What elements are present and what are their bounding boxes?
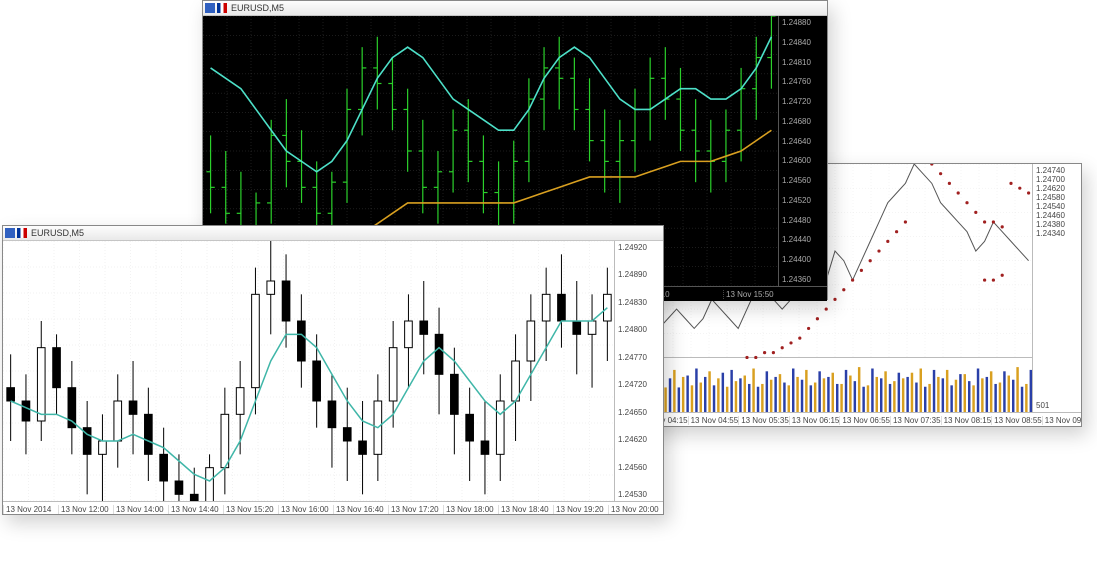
- y-tick: 1.24890: [615, 270, 663, 279]
- y-tick: 1.24440: [779, 235, 827, 244]
- y-tick: 1.24840: [779, 38, 827, 47]
- y-tick: 1.24580: [1033, 193, 1081, 202]
- y-tick: 1.24340: [1033, 229, 1081, 238]
- title-bar[interactable]: EURUSD,M5: [203, 1, 827, 16]
- app-icon: [205, 3, 215, 13]
- indicator-y-label: 501: [1033, 401, 1081, 410]
- chart-body[interactable]: 1.24920 1.24890 1.24830 1.24800 1.24770 1.247…: [3, 241, 663, 501]
- flag-icon: [217, 3, 227, 13]
- x-axis: 13 Nov 201413 Nov 12:0013 Nov 14:0013 No…: [3, 501, 663, 516]
- x-tick: 13 Nov 14:40: [168, 505, 223, 514]
- y-tick: 1.24920: [615, 243, 663, 252]
- chart-white-panel: EURUSD,M5 1.249201.248901.248301.248001.…: [2, 225, 664, 515]
- y-tick: 1.24720: [779, 97, 827, 106]
- x-tick: 13 Nov 18:00: [443, 505, 498, 514]
- x-tick: 13 Nov 06:15: [789, 416, 840, 425]
- y-tick: 1.24480: [779, 216, 827, 225]
- y-tick: 1.24770: [615, 353, 663, 362]
- x-tick: 13 Nov 18:40: [498, 505, 553, 514]
- y-tick: 1.24560: [615, 463, 663, 472]
- x-tick: 13 Nov 04:55: [688, 416, 739, 425]
- y-tick: 1.24540: [1033, 202, 1081, 211]
- x-tick: 13 Nov 09:35: [1042, 416, 1081, 425]
- chart-title: EURUSD,M5: [31, 228, 84, 238]
- y-tick: 1.24700: [1033, 175, 1081, 184]
- x-tick: 13 Nov 15:50: [723, 290, 827, 299]
- y-tick: 1.24810: [779, 58, 827, 67]
- x-tick: 13 Nov 12:00: [58, 505, 113, 514]
- y-tick: 1.24600: [779, 156, 827, 165]
- x-tick: 13 Nov 15:20: [223, 505, 278, 514]
- x-tick: 13 Nov 2014: [3, 505, 58, 514]
- y-tick: 1.24680: [779, 117, 827, 126]
- x-tick: 13 Nov 16:00: [278, 505, 333, 514]
- flag-icon: [17, 228, 27, 238]
- app-icon: [5, 228, 15, 238]
- title-bar[interactable]: EURUSD,M5: [3, 226, 663, 241]
- y-tick: 1.24640: [779, 137, 827, 146]
- x-tick: 13 Nov 20:00: [608, 505, 663, 514]
- y-tick: 1.24620: [615, 435, 663, 444]
- y-axis: 1.24920 1.24890 1.24830 1.24800 1.24770 1.247…: [614, 241, 663, 501]
- chart-plot-white[interactable]: [3, 241, 615, 501]
- y-tick: 1.24380: [1033, 220, 1081, 229]
- x-tick: 13 Nov 08:15: [941, 416, 992, 425]
- y-tick: 1.24720: [615, 380, 663, 389]
- y-axis: 1.247401.247001.246201.245801.245401.244…: [1032, 164, 1081, 412]
- y-tick: 1.24400: [779, 255, 827, 264]
- y-tick: 1.24800: [615, 325, 663, 334]
- y-tick: 1.24520: [779, 196, 827, 205]
- x-tick: 13 Nov 05:35: [738, 416, 789, 425]
- x-tick: 13 Nov 19:20: [553, 505, 608, 514]
- y-axis: 1.24880 1.24840 1.24810 1.24760 1.24720 1.246…: [778, 16, 827, 286]
- y-tick: 1.24360: [779, 275, 827, 284]
- y-tick: 1.24650: [615, 408, 663, 417]
- y-tick: 1.24740: [1033, 166, 1081, 175]
- y-tick: 1.24620: [1033, 184, 1081, 193]
- chart-title: EURUSD,M5: [231, 3, 284, 13]
- y-tick: 1.24460: [1033, 211, 1081, 220]
- x-tick: 13 Nov 17:20: [388, 505, 443, 514]
- x-tick: 13 Nov 06:55: [839, 416, 890, 425]
- y-tick: 1.24760: [779, 77, 827, 86]
- x-tick: 13 Nov 16:40: [333, 505, 388, 514]
- x-tick: 13 Nov 07:35: [890, 416, 941, 425]
- x-axis: 13 Nov 04:1513 Nov 04:5513 Nov 05:3513 N…: [637, 412, 1081, 427]
- x-tick: 13 Nov 08:55: [991, 416, 1042, 425]
- y-tick: 1.24880: [779, 18, 827, 27]
- y-tick: 1.24530: [615, 490, 663, 499]
- y-tick: 1.24560: [779, 176, 827, 185]
- y-tick: 1.24830: [615, 298, 663, 307]
- x-tick: 13 Nov 14:00: [113, 505, 168, 514]
